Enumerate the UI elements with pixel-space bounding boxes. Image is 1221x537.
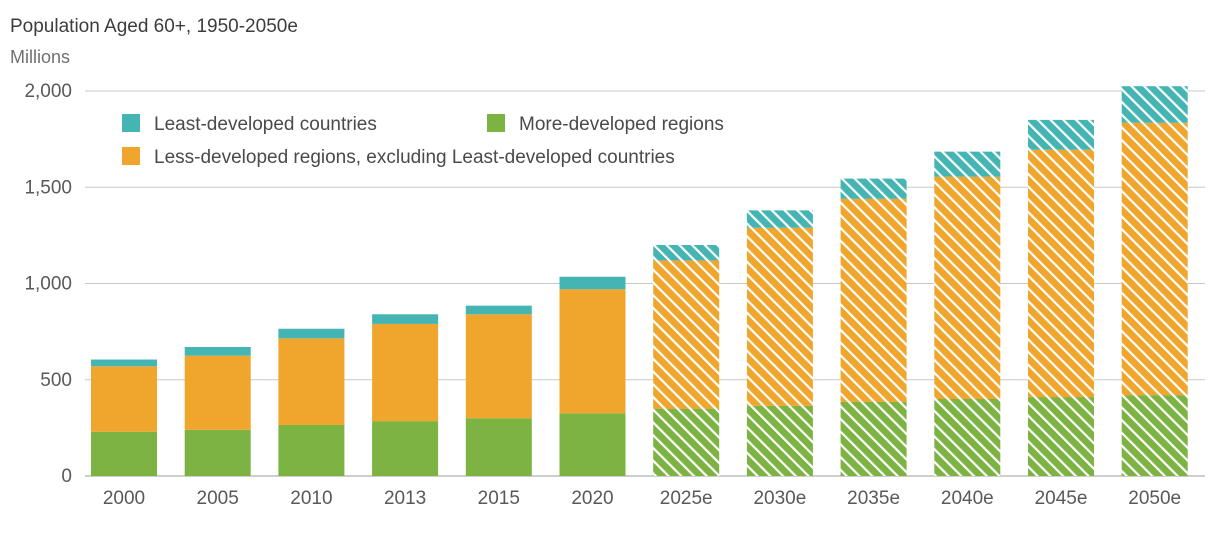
chart-title: Population Aged 60+, 1950-2050e (10, 16, 298, 37)
bar-segment (653, 408, 720, 476)
bar-segment (746, 210, 813, 228)
bar-segment (91, 359, 157, 367)
bar-segment (840, 198, 907, 402)
grid (85, 90, 1205, 477)
bar-segment (653, 245, 720, 261)
legend-item: Less-developed regions, excluding Least-… (122, 147, 675, 168)
y-tick-label: 2,000 (24, 81, 72, 102)
bar-segment (746, 405, 813, 476)
x-tick-label: 2050e (1128, 488, 1181, 509)
x-tick-label: 2035e (847, 488, 900, 509)
x-tick-label: 2020 (571, 488, 613, 509)
bar-segment (746, 227, 813, 406)
bar-segment (278, 424, 345, 476)
y-tick-label: 0 (61, 466, 72, 487)
legend-swatch (487, 114, 505, 132)
bar-segment (934, 399, 1001, 476)
y-tick-label: 500 (40, 370, 72, 391)
bar-segment (372, 314, 439, 324)
x-tick-label: 2040e (941, 488, 994, 509)
y-tick-label: 1,000 (24, 274, 72, 295)
x-tick-label: 2025e (660, 488, 713, 509)
bar-segment (1028, 119, 1094, 150)
legend-item: Least-developed countries (122, 114, 377, 135)
bar-segment (184, 355, 251, 430)
x-tick-label: 2045e (1035, 488, 1088, 509)
bar-segment (372, 323, 439, 422)
x-axis: 2000 2005 2010 2013 2015 2020 2025e 2030e 2035e 2… (103, 488, 1181, 509)
bar-segment (278, 338, 345, 425)
bar-segment (91, 366, 157, 432)
bar-segment (184, 347, 251, 356)
bar-segment (934, 151, 1001, 177)
legend-label: Least-developed countries (154, 114, 377, 135)
bar-segment (465, 418, 532, 476)
bar-segment (934, 176, 1001, 399)
y-tick-label: 1,500 (24, 177, 72, 198)
bars (91, 86, 1188, 476)
bar-segment (465, 305, 532, 315)
bar-segment (184, 429, 251, 476)
bar-segment (559, 276, 626, 290)
bar-segment (1121, 86, 1188, 123)
bar-segment (465, 314, 532, 419)
bar-segment (840, 401, 907, 476)
legend-label: Less-developed regions, excluding Least-… (154, 147, 675, 168)
bar-segment (559, 413, 626, 476)
legend-swatch (122, 114, 140, 132)
legend: Least-developed countries More-developed … (122, 114, 724, 168)
bar-segment (1028, 397, 1094, 476)
x-tick-label: 2015 (478, 488, 520, 509)
bar-segment (1028, 149, 1094, 398)
x-tick-label: 2005 (197, 488, 239, 509)
bar-segment (840, 178, 907, 199)
bar-segment (372, 421, 439, 476)
legend-label: More-developed regions (519, 114, 724, 135)
bar-segment (91, 431, 157, 476)
x-tick-label: 2010 (290, 488, 332, 509)
x-tick-label: 2013 (384, 488, 426, 509)
legend-swatch (122, 147, 140, 165)
bar-segment (653, 260, 720, 409)
x-tick-label: 2000 (103, 488, 145, 509)
bar-segment (1121, 395, 1188, 476)
x-tick-label: 2030e (753, 488, 806, 509)
legend-item: More-developed regions (487, 114, 724, 135)
bar-segment (278, 328, 345, 339)
chart-subtitle: Millions (10, 47, 70, 67)
y-axis: 0 500 1,000 1,500 2,000 (24, 81, 72, 487)
bar-segment (559, 289, 626, 414)
bar-segment (1121, 122, 1188, 396)
